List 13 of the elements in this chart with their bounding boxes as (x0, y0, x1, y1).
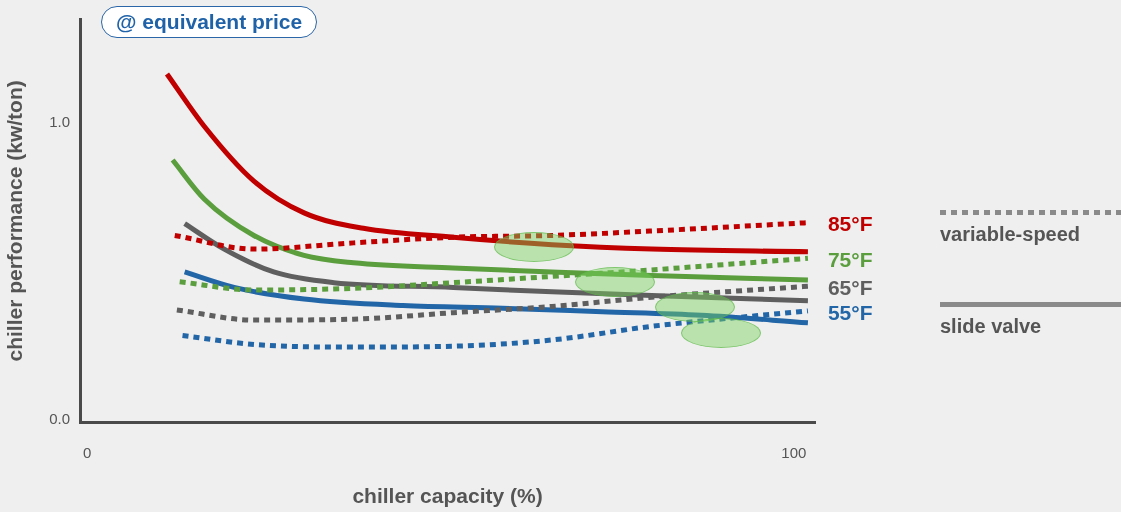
y-tick-label: 0.0 (49, 409, 71, 427)
series-label: 85°F (827, 212, 873, 236)
y-tick-label: 1.0 (49, 113, 71, 131)
text: slide valve (940, 315, 1042, 338)
y-axis-title: chiller performance (kw/ton) (3, 80, 27, 362)
chart-title: @ equivalent price (101, 6, 318, 38)
x-axis-title: chiller capacity (%) (352, 484, 543, 508)
series-label: 65°F (827, 276, 873, 300)
x-tick-label: 100 (781, 443, 807, 461)
x-tick-label: 0 (82, 443, 92, 461)
text: variable-speed (940, 223, 1081, 246)
series-label: 55°F (827, 300, 873, 324)
series-label: 75°F (827, 248, 873, 272)
